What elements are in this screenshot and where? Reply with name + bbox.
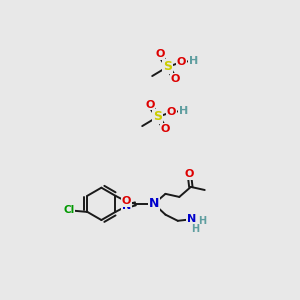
Text: N: N bbox=[149, 197, 159, 210]
Text: O: O bbox=[122, 196, 131, 206]
Text: S: S bbox=[163, 60, 172, 73]
Text: O: O bbox=[177, 57, 186, 67]
Text: O: O bbox=[145, 100, 154, 110]
Text: O: O bbox=[184, 169, 194, 179]
Text: N: N bbox=[122, 201, 131, 212]
Text: N: N bbox=[187, 214, 196, 224]
Text: Cl: Cl bbox=[63, 206, 74, 215]
Text: H: H bbox=[198, 216, 206, 226]
Text: O: O bbox=[167, 107, 176, 117]
Text: H: H bbox=[179, 106, 188, 116]
Text: O: O bbox=[160, 124, 170, 134]
Text: O: O bbox=[171, 74, 180, 84]
Text: S: S bbox=[153, 110, 162, 123]
Text: H: H bbox=[191, 224, 200, 233]
Text: O: O bbox=[155, 50, 165, 59]
Text: H: H bbox=[189, 56, 198, 66]
